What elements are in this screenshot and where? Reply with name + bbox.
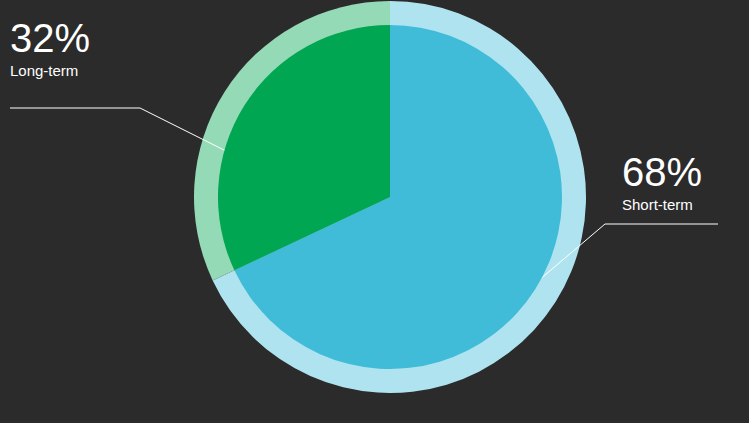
svg-text:Long-term: Long-term <box>10 62 78 79</box>
svg-text:32%: 32% <box>10 16 90 60</box>
svg-text:68%: 68% <box>622 150 702 194</box>
svg-text:Short-term: Short-term <box>622 196 693 213</box>
